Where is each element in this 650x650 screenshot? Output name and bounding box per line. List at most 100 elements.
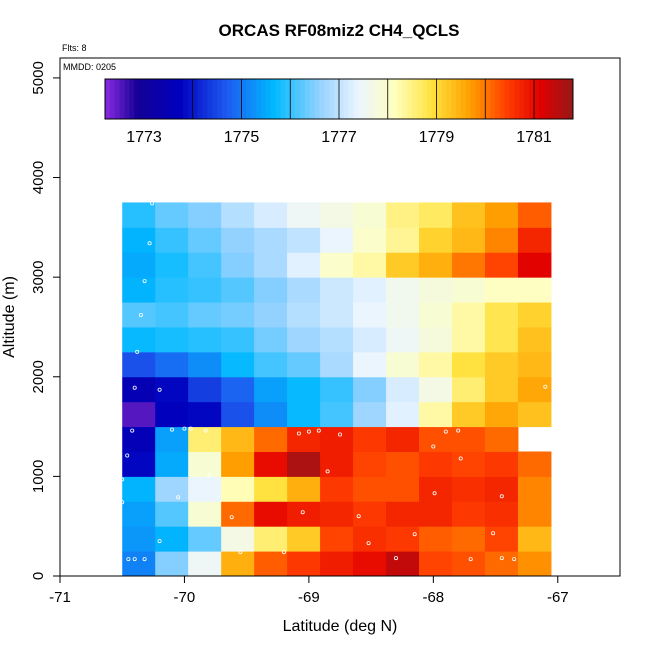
sample-point [135, 349, 140, 354]
colorbar-segment [460, 79, 467, 119]
heatmap-cell [188, 252, 222, 278]
heatmap-cell [287, 376, 321, 403]
sample-point [188, 426, 193, 431]
colorbar-segment [504, 79, 511, 119]
colorbar-segment [563, 79, 569, 119]
heatmap-cell [517, 302, 552, 328]
heatmap-cell [287, 401, 321, 428]
heatmap-cell [155, 526, 189, 552]
heatmap-cell [320, 302, 354, 328]
heatmap-cell [254, 526, 288, 552]
heatmap-cell [419, 277, 453, 303]
sample-point [296, 431, 301, 436]
sample-point [468, 557, 473, 562]
heatmap-cell [452, 351, 486, 378]
heatmap-cell [122, 252, 156, 278]
heatmap-cell [221, 326, 255, 353]
colorbar-segment [222, 79, 228, 119]
colorbar-segment [134, 79, 140, 119]
heatmap-cell [517, 451, 552, 477]
heatmap-cell [155, 376, 189, 403]
heatmap-cell [353, 326, 387, 353]
sample-point [142, 279, 147, 284]
colorbar-tick-label: 1781 [516, 129, 552, 146]
heatmap-cell [287, 326, 321, 353]
heatmap-cell [419, 376, 453, 403]
heatmap-cell [155, 302, 189, 328]
heatmap-cell [287, 526, 321, 552]
colorbar-segment [470, 79, 476, 119]
heatmap-cell [452, 476, 486, 502]
colorbar-segment [329, 79, 335, 119]
heatmap-cell [517, 326, 552, 353]
heatmap-cell [122, 376, 156, 403]
heatmap-cell [254, 451, 288, 477]
heatmap-cell [452, 451, 486, 477]
colorbar-segment [105, 79, 111, 119]
colorbar-segment [290, 79, 296, 119]
colorbar-segment [241, 79, 247, 119]
heatmap-cell [155, 476, 189, 502]
heatmap-cell [419, 401, 453, 428]
heatmap-cell [254, 351, 288, 378]
colorbar-segment [124, 79, 130, 119]
heatmap-cell [517, 401, 552, 428]
heatmap-cell [221, 426, 255, 452]
colorbar-segment [139, 79, 145, 119]
heatmap-cell [155, 351, 189, 378]
sample-point [499, 494, 504, 499]
heatmap-cell [419, 351, 453, 378]
colorbar-segment [456, 79, 462, 119]
heatmap-cell [155, 202, 189, 228]
heatmap-cell [484, 376, 519, 403]
colorbar-segment [441, 79, 447, 119]
colorbar-tick-labels: 1773 1775 1777 1779 1781 [126, 129, 552, 146]
colorbar-segment [485, 79, 491, 119]
x-tick-label: -67 [547, 589, 569, 606]
heatmap-cell [320, 351, 354, 378]
heatmap-cell [320, 476, 354, 502]
heatmap-cell [419, 476, 453, 502]
heatmap-cell [155, 227, 189, 253]
x-tick-label: -70 [174, 589, 196, 606]
heatmap-cell [122, 426, 156, 452]
sample-point [574, 253, 579, 258]
heatmap-cell [419, 501, 453, 527]
colorbar-segment [436, 79, 442, 119]
heatmap-cell [254, 376, 288, 403]
colorbar-segment [129, 79, 135, 119]
heatmap-cell [484, 202, 519, 228]
heatmap-cell [386, 351, 420, 378]
colorbar-tick-label: 1777 [321, 129, 357, 146]
sample-point [431, 444, 436, 449]
heatmap-cell [221, 202, 255, 228]
colorbar-tick-label: 1775 [224, 129, 260, 146]
heatmap-cell [254, 277, 288, 303]
heatmap-cell [320, 551, 354, 577]
heatmap-cell [452, 551, 486, 577]
heatmap-cell [221, 227, 255, 253]
heatmap-cell [517, 551, 552, 577]
colorbar-segment [519, 79, 525, 119]
heatmap-cell [254, 302, 288, 328]
heatmap-cell [221, 551, 255, 577]
heatmap-cell [484, 451, 519, 477]
colorbar-segment [217, 79, 223, 119]
heatmap-cell [155, 326, 189, 353]
y-tick-label: 0 [30, 572, 47, 580]
colorbar-segment [529, 79, 535, 119]
colorbar-segment [407, 79, 413, 119]
heatmap-cell [517, 376, 552, 403]
heatmap-cell [221, 252, 255, 278]
heatmap-cell [353, 426, 387, 452]
heatmap-cell [254, 326, 288, 353]
sample-point [412, 532, 417, 537]
heatmap-cell [419, 551, 453, 577]
heatmap-cell [419, 451, 453, 477]
heatmap-cell [419, 252, 453, 278]
colorbar-segment [568, 79, 574, 119]
colorbar-segment [197, 79, 203, 119]
heatmap-cell [484, 401, 519, 428]
heatmap-cell [287, 302, 321, 328]
